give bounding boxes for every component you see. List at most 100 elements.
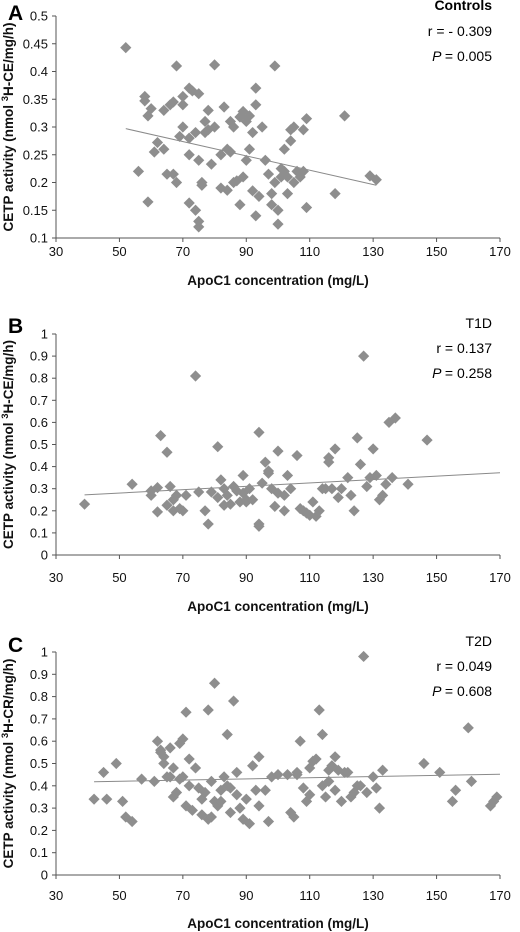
y-tick-label: 0.4	[30, 459, 48, 474]
data-point	[151, 481, 164, 494]
y-tick-label: 1	[41, 327, 48, 342]
data-point	[358, 650, 370, 663]
data-point	[319, 791, 332, 803]
data-point	[151, 506, 164, 518]
data-point	[294, 735, 306, 747]
data-point	[269, 176, 281, 189]
data-point	[465, 775, 478, 787]
y-tick-label: 0.6	[30, 734, 48, 749]
data-point	[253, 751, 265, 763]
data-point	[243, 110, 256, 122]
data-point	[361, 480, 373, 493]
data-point	[126, 815, 138, 828]
data-point	[313, 505, 325, 517]
data-point	[231, 766, 243, 779]
data-point	[329, 784, 341, 796]
data-point	[281, 171, 294, 183]
y-tick-label: 0.9	[30, 667, 48, 682]
x-tick-label: 110	[299, 244, 320, 259]
x-tick-label: 50	[112, 244, 126, 259]
data-point	[288, 121, 300, 133]
data-point	[288, 176, 300, 189]
data-point	[78, 498, 91, 510]
data-point	[177, 90, 189, 103]
data-point	[88, 793, 100, 805]
data-point	[285, 806, 297, 819]
x-tick-label: 70	[176, 888, 190, 903]
data-point	[174, 130, 186, 143]
data-point	[215, 474, 227, 486]
data-point	[253, 520, 265, 532]
data-point	[218, 499, 230, 511]
p-value: = 0.005	[445, 48, 492, 64]
data-point	[151, 735, 164, 747]
x-tick-label: 110	[299, 888, 320, 903]
y-tick-label: 0.4	[30, 778, 48, 793]
y-tick-label: 0.45	[23, 36, 48, 51]
data-point	[332, 491, 344, 504]
x-tick-label: 150	[426, 888, 448, 903]
data-point	[208, 121, 221, 133]
data-point	[335, 483, 348, 495]
data-point	[281, 769, 294, 781]
y-tick-label: 0.2	[30, 823, 48, 838]
data-point	[215, 784, 227, 796]
data-point	[218, 771, 230, 783]
data-point	[136, 773, 148, 785]
y-axis-title-part: H-CR/mg/h)	[1, 659, 16, 733]
p-value: = 0.608	[445, 683, 492, 699]
x-tick-label: 30	[49, 888, 63, 903]
data-point	[266, 199, 278, 211]
data-point	[247, 185, 259, 197]
x-tick-label: 30	[49, 244, 63, 259]
y-tick-label: 0.3	[30, 801, 48, 816]
correlation-r-label: r = 0.137	[436, 340, 492, 356]
y-tick-label: 0.7	[30, 711, 48, 726]
data-point	[342, 766, 354, 779]
y-tick-label: 0	[41, 548, 48, 563]
y-tick-label: 0.2	[30, 503, 48, 518]
data-point	[281, 188, 294, 200]
data-point	[377, 764, 389, 776]
y-tick-label: 0.35	[23, 92, 48, 107]
data-point	[351, 432, 363, 444]
data-point	[183, 149, 195, 161]
y-tick-label: 0.1	[30, 231, 48, 246]
data-point	[243, 483, 256, 495]
y-tick-label: 0.5	[30, 756, 48, 771]
data-point	[158, 757, 170, 770]
data-point	[247, 126, 259, 139]
x-tick-label: 130	[362, 888, 384, 903]
data-point	[275, 163, 287, 175]
data-point	[462, 722, 474, 734]
data-point	[199, 505, 211, 517]
data-point	[278, 505, 290, 517]
y-tick-label: 0.1	[30, 845, 48, 860]
data-point	[434, 766, 446, 779]
y-axis-title-superscript: 3	[0, 96, 11, 101]
data-point	[177, 121, 189, 133]
data-point	[164, 742, 176, 754]
data-point	[183, 197, 195, 209]
data-point	[358, 350, 370, 362]
data-point	[272, 204, 284, 216]
data-point	[243, 818, 256, 830]
data-point	[189, 204, 202, 216]
y-tick-label: 0.9	[30, 349, 48, 364]
data-point	[304, 789, 316, 801]
x-tick-label: 150	[426, 244, 448, 259]
data-point	[297, 124, 309, 136]
group-label: T2D	[466, 633, 492, 649]
data-point	[266, 188, 278, 200]
x-tick-label: 110	[299, 570, 320, 585]
data-point	[177, 505, 189, 517]
data-point	[189, 370, 202, 382]
data-point	[177, 733, 189, 745]
y-tick-label: 0.3	[30, 481, 48, 496]
data-point	[221, 489, 233, 501]
data-point	[142, 196, 154, 208]
data-point	[240, 154, 252, 166]
data-point	[310, 753, 322, 765]
data-point	[196, 809, 208, 821]
